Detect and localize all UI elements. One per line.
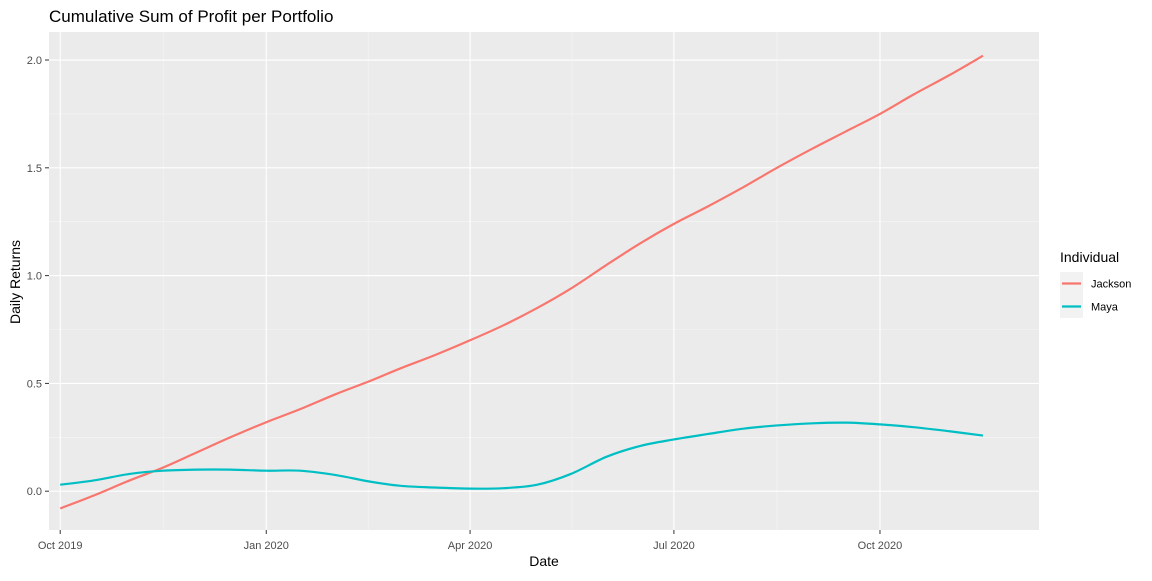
y-tick-label: 0.5 <box>27 378 42 390</box>
legend-title: Individual <box>1060 249 1119 265</box>
series-line-maya <box>60 421 984 490</box>
x-tick-label: Oct 2019 <box>38 540 83 552</box>
y-tick-label: 1.0 <box>27 271 42 283</box>
x-tick-label: Jul 2020 <box>653 540 695 552</box>
chart-title: Cumulative Sum of Profit per Portfolio <box>49 7 333 26</box>
x-axis-label: Date <box>529 553 559 569</box>
y-tick-label: 1.5 <box>27 163 42 175</box>
series-line-jackson <box>59 54 984 510</box>
plot-area <box>49 32 1039 530</box>
y-axis-label: Daily Returns <box>7 240 23 324</box>
y-tick-label: 0.0 <box>27 486 42 498</box>
series-lines <box>59 54 984 510</box>
grid <box>49 32 1039 530</box>
y-axis: 0.0 0.5 1.0 1.5 2.0 <box>27 55 49 498</box>
legend-label: Maya <box>1091 302 1119 314</box>
plot-background <box>49 32 1039 530</box>
x-tick-label: Apr 2020 <box>448 540 493 552</box>
legend-label: Jackson <box>1091 279 1131 291</box>
y-tick-label: 2.0 <box>27 55 42 67</box>
x-axis: Oct 2019 Jan 2020 Apr 2020 Jul 2020 Oct 2020 <box>38 530 902 552</box>
x-tick-label: Oct 2020 <box>858 540 903 552</box>
x-tick-label: Jan 2020 <box>244 540 289 552</box>
legend: Individual Jackson Maya <box>1060 249 1131 318</box>
